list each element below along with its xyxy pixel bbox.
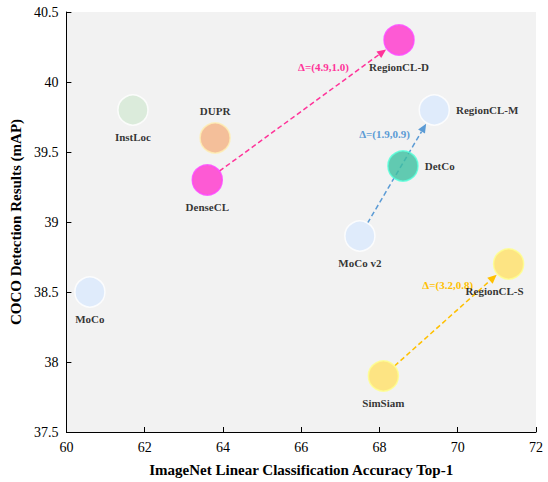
svg-text:ImageNet Linear Classification: ImageNet Linear Classification Accuracy …	[149, 462, 453, 478]
svg-text:66: 66	[294, 440, 308, 455]
svg-text:DUPR: DUPR	[200, 105, 232, 117]
svg-text:Δ=(3.2,0.8): Δ=(3.2,0.8)	[422, 278, 474, 291]
svg-text:38: 38	[44, 355, 58, 370]
svg-text:40.5: 40.5	[34, 5, 59, 20]
svg-text:COCO Detection Results (mAP): COCO Detection Results (mAP)	[8, 119, 25, 325]
svg-text:Δ=(1.9,0.9): Δ=(1.9,0.9)	[359, 128, 410, 141]
svg-text:RegionCL-S: RegionCL-S	[466, 285, 524, 297]
svg-text:60: 60	[59, 440, 73, 455]
svg-text:Δ=(4.9,1.0): Δ=(4.9,1.0)	[298, 61, 349, 74]
svg-text:RegionCL-M: RegionCL-M	[456, 104, 519, 116]
svg-text:DetCo: DetCo	[425, 160, 455, 172]
svg-text:62: 62	[138, 440, 152, 455]
svg-text:MoCo: MoCo	[75, 313, 105, 325]
svg-text:64: 64	[216, 440, 230, 455]
svg-text:RegionCL-D: RegionCL-D	[369, 61, 429, 73]
svg-text:SimSiam: SimSiam	[362, 397, 404, 409]
svg-text:DenseCL: DenseCL	[186, 201, 229, 213]
svg-text:MoCo v2: MoCo v2	[338, 257, 382, 269]
svg-text:40: 40	[44, 75, 58, 90]
svg-text:37.5: 37.5	[34, 425, 59, 440]
svg-text:70: 70	[451, 440, 465, 455]
svg-text:InstLoc: InstLoc	[115, 131, 151, 143]
svg-text:68: 68	[372, 440, 386, 455]
svg-text:39.5: 39.5	[34, 145, 59, 160]
svg-text:39: 39	[44, 215, 58, 230]
svg-text:72: 72	[529, 440, 543, 455]
svg-text:38.5: 38.5	[34, 285, 59, 300]
